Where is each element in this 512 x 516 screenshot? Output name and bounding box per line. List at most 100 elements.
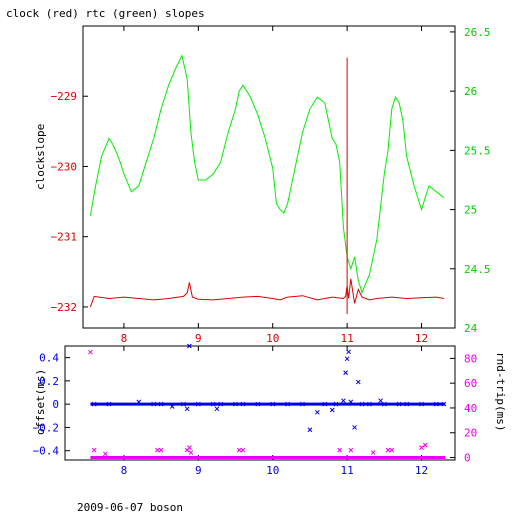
offset-point bbox=[355, 379, 361, 385]
offset-point bbox=[322, 401, 328, 407]
offset-point bbox=[352, 425, 357, 430]
offset-point bbox=[381, 401, 387, 407]
offset-point bbox=[315, 409, 320, 415]
rtt-point bbox=[348, 447, 354, 453]
top-ylabel: clockslope bbox=[34, 124, 47, 190]
bottom-x-tick-label: 9 bbox=[195, 464, 202, 477]
offset-point bbox=[270, 401, 276, 407]
bottom-y-tick-label: 0.2 bbox=[39, 375, 59, 388]
rtc-slope-line bbox=[89, 54, 445, 294]
offset-point bbox=[136, 399, 142, 405]
rtt-point bbox=[370, 450, 376, 455]
top-y2-tick-label: 25.5 bbox=[464, 144, 491, 157]
rtt-point bbox=[102, 451, 108, 457]
bottom-series-layer bbox=[88, 343, 447, 460]
offset-point bbox=[307, 427, 313, 433]
top-y-tick-label: −230 bbox=[51, 160, 78, 173]
top-y2-tick-label: 24 bbox=[464, 322, 478, 335]
bottom-y2-tick-label: 0 bbox=[464, 452, 471, 465]
top-y-tick-label: −232 bbox=[51, 301, 78, 314]
rtt-point bbox=[385, 447, 391, 453]
top-series-layer bbox=[89, 54, 445, 314]
offset-point bbox=[367, 401, 372, 407]
offset-point bbox=[233, 401, 238, 407]
footer-label: 2009-06-07 boson bbox=[77, 501, 183, 512]
offset-point bbox=[441, 401, 447, 407]
bottom-y-tick-label: −0.2 bbox=[33, 421, 60, 434]
bottom-x-tick-label: 12 bbox=[415, 464, 428, 477]
rtt-point bbox=[240, 447, 246, 453]
rtt-point bbox=[91, 447, 97, 453]
top-panel: clock (red) rtc (green) slopes clockslop… bbox=[6, 7, 491, 345]
offset-point bbox=[218, 401, 223, 407]
bottom-y2-ticks: 0 20 40 60 80 bbox=[450, 352, 477, 465]
bottom-panel: offset(ms) rnd-trip(ms) 8 9 10 11 12 0.4 0.2 0… bbox=[33, 343, 507, 477]
bottom-y-tick-label: 0.4 bbox=[39, 352, 59, 365]
top-y-tick-label: −231 bbox=[51, 231, 78, 244]
offset-point bbox=[419, 401, 424, 407]
bottom-y2-tick-label: 40 bbox=[464, 402, 477, 415]
top-y2-tick-label: 25 bbox=[464, 204, 477, 217]
offset-point bbox=[348, 399, 354, 405]
offset-point bbox=[396, 401, 402, 407]
rtt-point bbox=[236, 447, 242, 453]
bottom-x-ticks: 8 9 10 11 12 bbox=[121, 346, 428, 477]
bottom-plot-frame bbox=[64, 345, 456, 461]
bottom-x-tick-label: 8 bbox=[121, 464, 128, 477]
rtt-point bbox=[422, 442, 428, 448]
bottom-y-tick-label: −0.4 bbox=[33, 445, 60, 458]
offset-point bbox=[195, 401, 201, 407]
offset-point bbox=[106, 401, 112, 407]
bottom-ylabel: offset(ms) bbox=[34, 369, 47, 435]
offset-point bbox=[91, 401, 97, 407]
rtt-point bbox=[419, 445, 424, 450]
bottom-x-tick-label: 11 bbox=[340, 464, 353, 477]
offset-point bbox=[210, 401, 216, 407]
offset-point bbox=[378, 398, 383, 404]
offset-point bbox=[333, 401, 339, 407]
top-y-ticks: −229 −230 −231 −232 bbox=[51, 90, 88, 314]
top-x-tick-label: 12 bbox=[415, 332, 428, 345]
rtt-point bbox=[389, 447, 395, 453]
offset-point bbox=[359, 401, 365, 407]
offset-point bbox=[151, 401, 157, 407]
offset-point bbox=[329, 407, 335, 413]
offset-point bbox=[169, 404, 175, 409]
bottom-x-tick-label: 10 bbox=[266, 464, 279, 477]
offset-point bbox=[158, 401, 164, 407]
offset-point bbox=[343, 370, 348, 376]
offset-point bbox=[285, 401, 290, 407]
top-x-tick-label: 11 bbox=[340, 332, 353, 345]
rtt-point bbox=[88, 349, 93, 355]
bottom-y-ticks: 0.4 0.2 0 −0.2 −0.4 bbox=[33, 352, 70, 458]
top-y2-ticks: 24 24.5 25 25.5 26 26.5 bbox=[450, 26, 491, 335]
offset-point bbox=[300, 401, 305, 407]
top-y2-tick-label: 26.5 bbox=[464, 26, 491, 39]
top-x-ticks: 8 9 10 11 12 bbox=[121, 26, 428, 345]
bottom-y2-tick-label: 80 bbox=[464, 352, 477, 365]
top-plot-frame bbox=[82, 25, 456, 329]
offset-point bbox=[344, 356, 350, 362]
rtt-point bbox=[187, 445, 192, 450]
bottom-y2label: rnd-trip(ms) bbox=[494, 352, 507, 431]
top-y-tick-label: −229 bbox=[51, 90, 78, 103]
offset-point bbox=[255, 401, 261, 407]
offset-point bbox=[240, 401, 246, 407]
offset-point bbox=[404, 401, 409, 407]
offset-point bbox=[434, 401, 439, 407]
offset-point bbox=[184, 406, 190, 412]
top-x-tick-label: 10 bbox=[266, 332, 279, 345]
offset-point bbox=[187, 343, 192, 349]
bottom-y2-tick-label: 20 bbox=[464, 427, 477, 440]
top-x-tick-label: 8 bbox=[121, 332, 128, 345]
offset-point bbox=[181, 401, 186, 407]
rtt-point bbox=[337, 447, 343, 453]
top-y2-tick-label: 24.5 bbox=[464, 263, 491, 276]
rtt-point bbox=[188, 450, 194, 455]
bottom-y2-tick-label: 60 bbox=[464, 377, 477, 390]
top-y2-tick-label: 26 bbox=[464, 85, 477, 98]
offset-point bbox=[341, 398, 346, 404]
clock-slope-line bbox=[89, 278, 444, 308]
